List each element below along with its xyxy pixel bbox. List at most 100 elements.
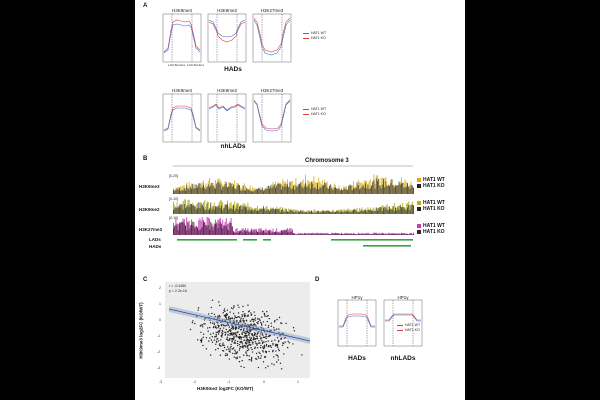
trk3-bar xyxy=(380,233,382,235)
scatter-point xyxy=(214,326,217,329)
scatter-point xyxy=(268,350,270,353)
scatter-point xyxy=(236,356,239,358)
scatter-point xyxy=(215,333,217,336)
trk3-bar xyxy=(174,226,176,235)
scatter-point xyxy=(234,342,237,344)
trk1-bar xyxy=(398,181,400,194)
scatter-point xyxy=(244,332,246,335)
trk2-bar xyxy=(409,205,411,214)
scatter-point xyxy=(236,316,238,319)
scatter-point xyxy=(246,341,248,343)
trk3-bar xyxy=(216,222,218,235)
scatter-point xyxy=(265,345,268,347)
trk1-bar xyxy=(290,181,292,194)
trk1-bar xyxy=(218,182,220,194)
scatter-point xyxy=(256,321,258,324)
scatter-point xyxy=(261,342,264,345)
trk3-bar xyxy=(224,225,226,235)
trk3-bar xyxy=(270,232,272,235)
trk2-bar xyxy=(265,211,267,214)
scatter-point xyxy=(258,342,260,344)
trk2-bar xyxy=(235,208,237,214)
had-bar-1 xyxy=(363,245,411,247)
trk2-bar xyxy=(222,202,224,214)
trk2-bar xyxy=(339,211,341,214)
trk2-bar xyxy=(363,209,365,214)
scatter-point xyxy=(234,326,237,329)
trk3-bar xyxy=(353,233,354,235)
trk2-bar xyxy=(311,210,312,214)
scatter-point xyxy=(242,336,245,339)
trk2-bar xyxy=(317,211,318,214)
trk1-bar xyxy=(287,184,288,194)
trk3-bar xyxy=(215,224,216,235)
trk3-bar xyxy=(270,229,272,235)
scatter-point xyxy=(253,347,256,350)
trk3-bar xyxy=(326,233,328,235)
trk3-bar xyxy=(276,228,278,235)
trk1-bar xyxy=(182,185,184,194)
trk3-bar xyxy=(189,225,191,235)
trk2-bar xyxy=(255,210,257,214)
trk3-bar xyxy=(228,230,230,235)
scatter-point xyxy=(242,318,244,320)
scatter-point xyxy=(267,325,270,327)
trk1-bar xyxy=(285,186,287,194)
trk3-bar xyxy=(255,230,257,235)
trk1-bar xyxy=(264,189,266,194)
scatter-point xyxy=(260,326,262,329)
trk1-bar xyxy=(291,180,293,194)
trk1-bar xyxy=(206,186,208,194)
scatter-point xyxy=(258,330,260,333)
trk1-bar xyxy=(342,190,344,194)
scatter-point xyxy=(225,318,228,320)
scatter-point xyxy=(242,329,245,332)
trk3-bar xyxy=(356,234,358,235)
panel-c-label: C xyxy=(143,277,148,283)
trk2-bar xyxy=(243,206,245,214)
scatter-point xyxy=(250,323,252,325)
scatter-point xyxy=(246,329,248,331)
scatter-point xyxy=(292,343,294,345)
trk1-bar xyxy=(317,182,318,194)
trk3-bar xyxy=(290,228,292,235)
trk2-bar xyxy=(287,211,288,214)
scatter-point xyxy=(255,325,257,327)
scatter-point xyxy=(293,330,296,332)
trk1-bar xyxy=(389,186,390,194)
trk2-bar xyxy=(398,209,400,214)
scatter-point xyxy=(243,320,245,322)
scatter-point xyxy=(232,348,234,350)
trk1-bar xyxy=(179,187,180,194)
trk3-bar xyxy=(242,228,244,235)
trk1-bar xyxy=(405,186,407,194)
trk2-bar xyxy=(323,211,324,214)
scatter-point xyxy=(209,337,211,339)
scatter-point xyxy=(237,323,240,325)
scatter-point xyxy=(263,312,266,315)
trk1-bar xyxy=(235,189,237,194)
trk1-bar xyxy=(260,190,262,194)
scatter-point xyxy=(238,306,240,309)
scatter-point xyxy=(254,317,256,319)
scatter-point xyxy=(270,322,272,324)
scatter-point xyxy=(262,341,264,343)
trk3-bar xyxy=(384,234,386,235)
scatter-point xyxy=(211,335,214,338)
trk3-bar xyxy=(237,232,239,235)
scatter-point xyxy=(259,319,261,322)
trk2-bar xyxy=(228,209,230,214)
scatter-point xyxy=(264,315,266,317)
scatter-point xyxy=(254,324,256,326)
trk3-bar xyxy=(325,233,327,235)
trk1-bar xyxy=(345,189,347,194)
trk3-bar xyxy=(389,234,390,235)
trk2-bar xyxy=(396,210,398,214)
trk3-bar xyxy=(315,233,317,235)
trk1-bar xyxy=(341,189,342,194)
scatter-point xyxy=(215,335,218,337)
scatter-point xyxy=(232,332,235,334)
scatter-point xyxy=(232,352,234,355)
scatter-point xyxy=(245,339,247,342)
scatter-point xyxy=(250,339,253,342)
